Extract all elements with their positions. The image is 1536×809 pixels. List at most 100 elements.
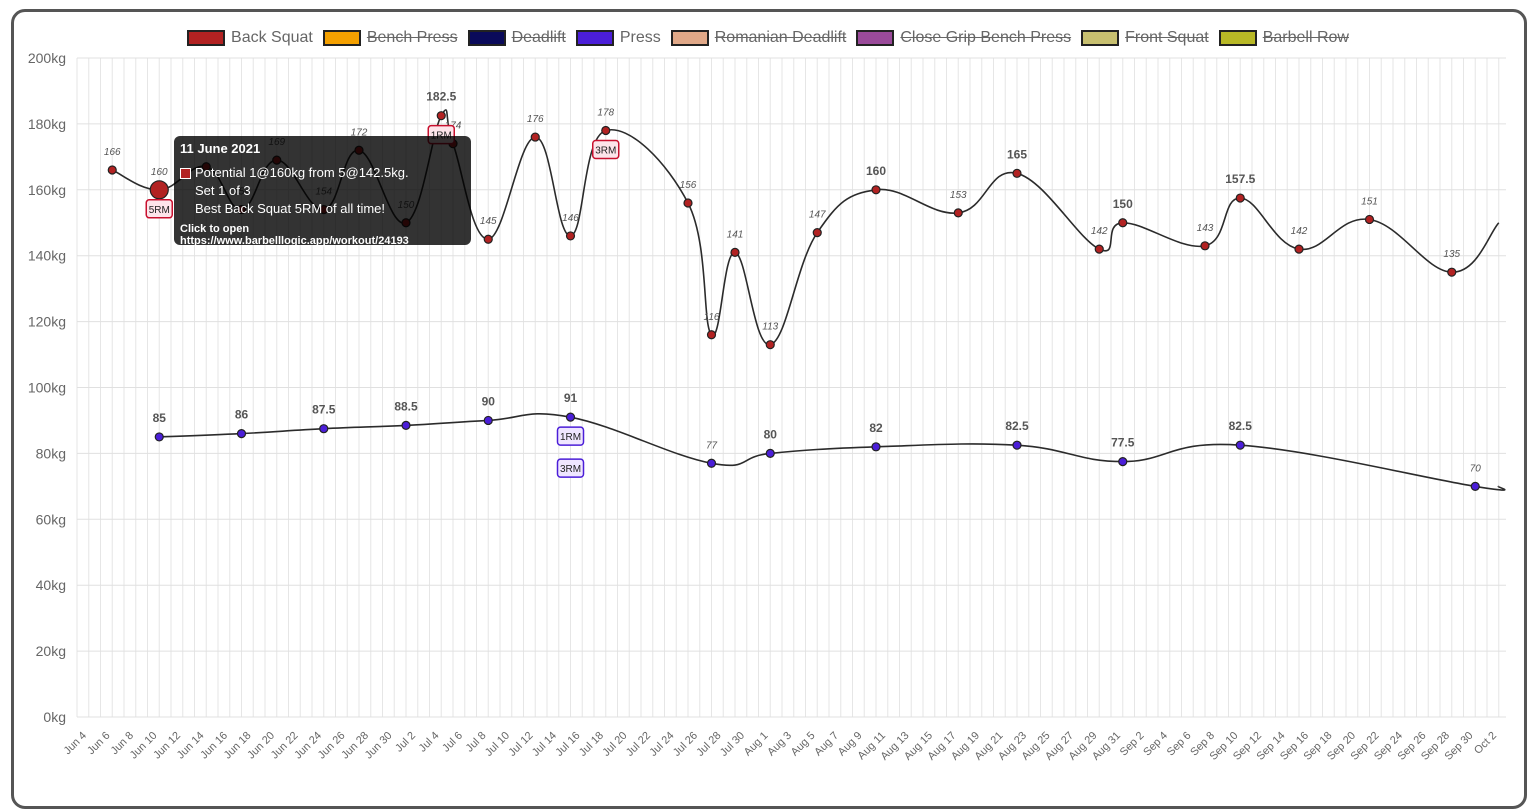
progress-chart[interactable]: 0kg 20kg 40kg 60kg 80kg 100kg 120kg 140kg 160kg 1… [0, 0, 1536, 771]
data-label-back-squat: 178 [597, 107, 614, 118]
data-label-press: 82.5 [1005, 419, 1029, 433]
data-point-back-squat[interactable] [706, 330, 717, 340]
legend-item-deadlift[interactable]: Deadlift [467, 29, 566, 47]
data-label-press: 82.5 [1229, 419, 1253, 433]
legend-item-front-squat[interactable]: Front Squat [1081, 29, 1209, 47]
data-point-back-squat[interactable] [530, 132, 540, 142]
data-point-back-squat[interactable] [565, 231, 576, 241]
data-point-back-squat[interactable] [1118, 218, 1128, 228]
data-label-back-squat: 145 [480, 216, 497, 227]
legend-label: Back Squat [231, 29, 313, 46]
data-label-back-squat: 142 [1091, 226, 1108, 237]
data-point-press[interactable] [483, 415, 493, 426]
rm-badge-text: 1RM [560, 432, 581, 443]
data-label-back-squat: 150 [1113, 197, 1133, 211]
data-label-press: 80 [764, 427, 778, 441]
data-point-press[interactable] [871, 442, 881, 452]
x-tick-label: Jul 14 [530, 730, 559, 759]
data-point-back-squat[interactable] [812, 228, 822, 238]
legend-label: Front Squat [1125, 29, 1209, 46]
data-point-back-squat[interactable] [1235, 193, 1245, 203]
data-point-back-squat[interactable] [765, 340, 775, 350]
data-point-back-squat[interactable] [1094, 244, 1104, 254]
data-point-press[interactable] [565, 412, 576, 422]
legend-swatch [322, 30, 361, 46]
legend-item-barbell-row[interactable]: Barbell Row [1218, 29, 1349, 47]
data-label-back-squat: 166 [104, 147, 121, 158]
x-tick-label: Jul 28 [694, 730, 723, 759]
x-tick-label: Sep 4 [1141, 730, 1170, 759]
data-label-back-squat: 151 [1361, 196, 1378, 207]
rm-badge-box [145, 199, 173, 219]
data-point-back-squat[interactable] [1200, 241, 1210, 251]
data-point-back-squat[interactable] [1294, 244, 1304, 254]
y-tick-label: 200kg [28, 50, 66, 66]
x-tick-label: Jun 6 [85, 730, 113, 758]
data-point-press[interactable] [401, 420, 411, 430]
legend-label: Press [619, 29, 661, 46]
data-label-back-squat: 146 [562, 213, 579, 224]
data-point-press[interactable] [1118, 457, 1128, 467]
data-point-back-squat[interactable] [483, 234, 493, 244]
data-label-back-squat: 113 [762, 322, 778, 333]
y-tick-label: 60kg [36, 511, 66, 527]
data-point-press[interactable] [154, 432, 164, 442]
data-points[interactable] [107, 111, 1480, 491]
tooltip-set-text: Set 1 of 3 [195, 183, 251, 198]
x-tick-label: Aug 5 [789, 730, 818, 759]
rm-badge-text: 3RM [560, 464, 581, 475]
data-point-press[interactable] [236, 429, 247, 439]
legend-swatch [1081, 30, 1120, 46]
rm-badge-box [556, 426, 585, 446]
data-point-back-squat[interactable] [1364, 214, 1375, 225]
data-point-back-squat[interactable] [436, 111, 446, 121]
data-point-back-squat[interactable] [871, 185, 881, 195]
data-point-back-squat[interactable] [149, 180, 169, 200]
data-point-back-squat[interactable] [1447, 267, 1457, 277]
data-point-back-squat[interactable] [107, 165, 117, 175]
data-label-press: 91 [564, 391, 578, 405]
data-label-press: 77 [706, 440, 718, 451]
data-label-back-squat: 116 [704, 312, 720, 323]
x-tick-label: Jul 4 [417, 730, 442, 755]
legend-item-back-squat[interactable]: Back Squat [187, 29, 313, 47]
legend-swatch [187, 30, 226, 46]
x-tick-label: Aug 7 [812, 730, 841, 759]
data-point-press[interactable] [706, 458, 717, 468]
data-label-press: 70 [1470, 463, 1482, 474]
legend-label: Romanian Deadlift [714, 29, 847, 46]
y-tick-label: 180kg [28, 116, 66, 132]
legend-swatch [1218, 30, 1257, 46]
tooltip-record-text: Best Back Squat 5RM of all time! [195, 201, 386, 216]
data-point-back-squat[interactable] [683, 198, 693, 208]
data-point-press[interactable] [1235, 440, 1245, 450]
legend-item-press[interactable]: Press [575, 29, 661, 47]
tooltip-link-text[interactable]: Click to open https://www.barbelllogic.a… [180, 223, 409, 247]
data-point-back-squat[interactable] [601, 125, 611, 136]
data-point-press[interactable] [1470, 481, 1480, 491]
legend-item-bench-press[interactable]: Bench Press [322, 29, 458, 47]
legend-item-close-grip-bench-press[interactable]: Close Grip Bench Press [856, 29, 1071, 47]
tooltip-title: 11 June 2021 [180, 141, 261, 156]
data-point-back-squat[interactable] [730, 247, 740, 258]
x-tick-label: Jul 22 [624, 730, 653, 759]
data-point-press[interactable] [319, 424, 329, 434]
data-point-press[interactable] [765, 448, 775, 458]
data-point-back-squat[interactable] [953, 208, 963, 218]
data-point-back-squat[interactable] [1012, 168, 1022, 178]
data-label-press: 82 [869, 421, 883, 435]
data-label-back-squat: 157.5 [1225, 172, 1255, 186]
legend-label: Deadlift [511, 29, 566, 46]
x-tick-label: Jul 12 [506, 730, 535, 759]
y-tick-label: 100kg [28, 380, 66, 396]
chart-tooltip: 11 June 2021 Potential 1@160kg from 5@14… [174, 136, 471, 247]
series-line-press [159, 412, 1506, 491]
data-label-back-squat: 143 [1197, 223, 1214, 234]
data-label-press: 86 [235, 408, 249, 422]
data-point-press[interactable] [1012, 440, 1022, 450]
chart-legend: Back Squat Bench Press Deadlift Press Romani… [0, 26, 1536, 50]
data-label-back-squat: 142 [1291, 226, 1308, 237]
tooltip-potential-text: Potential 1@160kg from 5@142.5kg. [195, 165, 409, 180]
y-tick-label: 40kg [36, 577, 66, 593]
legend-item-romanian-deadlift[interactable]: Romanian Deadlift [670, 29, 847, 47]
